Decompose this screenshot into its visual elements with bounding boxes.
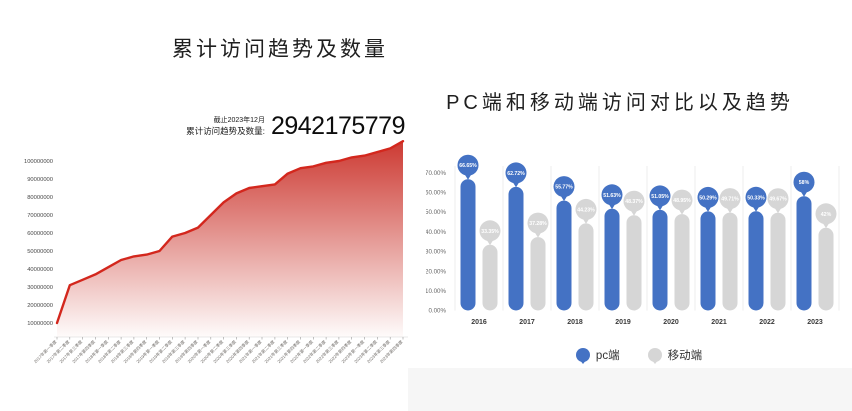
svg-text:33.35%: 33.35%	[481, 229, 499, 235]
svg-text:60.00%: 60.00%	[426, 190, 446, 197]
svg-text:20.00%: 20.00%	[426, 268, 446, 275]
pc-mobile-bar-chart: 0.00% 10.00% 20.00% 30.00% 40.00% 50.00% 60.00…	[426, 154, 840, 326]
svg-text:30000000: 30000000	[27, 285, 53, 291]
svg-text:40.00%: 40.00%	[426, 229, 446, 236]
svg-text:50.00%: 50.00%	[426, 209, 446, 216]
svg-text:90000000: 90000000	[27, 177, 53, 183]
legend-item-pc: pc端	[575, 347, 620, 363]
svg-text:80000000: 80000000	[27, 195, 53, 201]
cumulative-area-chart: 100000000 90000000 80000000 70000000 6000000…	[24, 139, 408, 365]
svg-text:30.00%: 30.00%	[426, 249, 446, 256]
pc-legend-marker-icon	[575, 348, 590, 362]
svg-text:48.95%: 48.95%	[673, 198, 691, 204]
svg-text:40000000: 40000000	[27, 267, 53, 273]
svg-text:10.00%: 10.00%	[426, 288, 446, 295]
svg-text:2020: 2020	[663, 319, 679, 326]
svg-text:2018: 2018	[567, 319, 583, 326]
svg-text:20000000: 20000000	[27, 303, 53, 309]
as-of-date: 截止2023年12月	[213, 116, 265, 124]
pc-mobile-chart-title: PC端和移动端访问对比以及趋势	[446, 92, 794, 114]
svg-text:49.71%: 49.71%	[721, 197, 739, 203]
svg-text:50000000: 50000000	[27, 249, 53, 255]
legend: pc端 移动端	[426, 347, 852, 363]
cumulative-total-label: 累计访问趋势及数量:	[186, 125, 265, 136]
svg-text:42%: 42%	[821, 212, 832, 218]
svg-text:50.33%: 50.33%	[747, 195, 765, 201]
cumulative-total-value: 2942175779	[270, 112, 406, 140]
svg-text:58%: 58%	[799, 180, 810, 186]
svg-text:48.37%: 48.37%	[625, 199, 643, 205]
svg-text:55.77%: 55.77%	[555, 185, 573, 191]
svg-text:51.05%: 51.05%	[651, 194, 669, 200]
svg-text:10000000: 10000000	[27, 321, 53, 327]
svg-text:2023: 2023	[807, 319, 823, 326]
svg-text:37.28%: 37.28%	[529, 221, 547, 227]
svg-text:2019: 2019	[615, 319, 631, 326]
svg-text:49.67%: 49.67%	[769, 197, 787, 203]
bottom-right-panel	[408, 368, 852, 411]
mobile-legend-marker-icon	[647, 348, 662, 362]
pc-legend-label: pc端	[595, 350, 620, 362]
cumulative-chart-title: 累计访问趋势及数量	[172, 38, 388, 61]
svg-text:60000000: 60000000	[27, 231, 53, 237]
svg-text:51.63%: 51.63%	[603, 193, 621, 199]
svg-text:62.72%: 62.72%	[507, 171, 525, 177]
mobile-legend-label: 移动端	[667, 350, 703, 362]
svg-text:2021: 2021	[711, 319, 727, 326]
cumulative-total-caption: 截止2023年12月 累计访问趋势及数量:	[186, 117, 265, 136]
svg-text:66.65%: 66.65%	[459, 163, 477, 169]
svg-text:44.23%: 44.23%	[577, 207, 595, 213]
svg-text:100000000: 100000000	[24, 159, 53, 165]
legend-item-mobile: 移动端	[647, 347, 703, 363]
svg-text:70000000: 70000000	[27, 213, 53, 219]
cumulative-total: 截止2023年12月 累计访问趋势及数量: 2942175779	[40, 112, 405, 141]
svg-text:70.00%: 70.00%	[426, 170, 446, 177]
svg-text:2016: 2016	[471, 319, 487, 326]
svg-text:0.00%: 0.00%	[428, 308, 446, 315]
svg-text:2022: 2022	[759, 319, 775, 326]
svg-text:50.29%: 50.29%	[699, 195, 717, 201]
svg-text:2017: 2017	[519, 319, 535, 326]
